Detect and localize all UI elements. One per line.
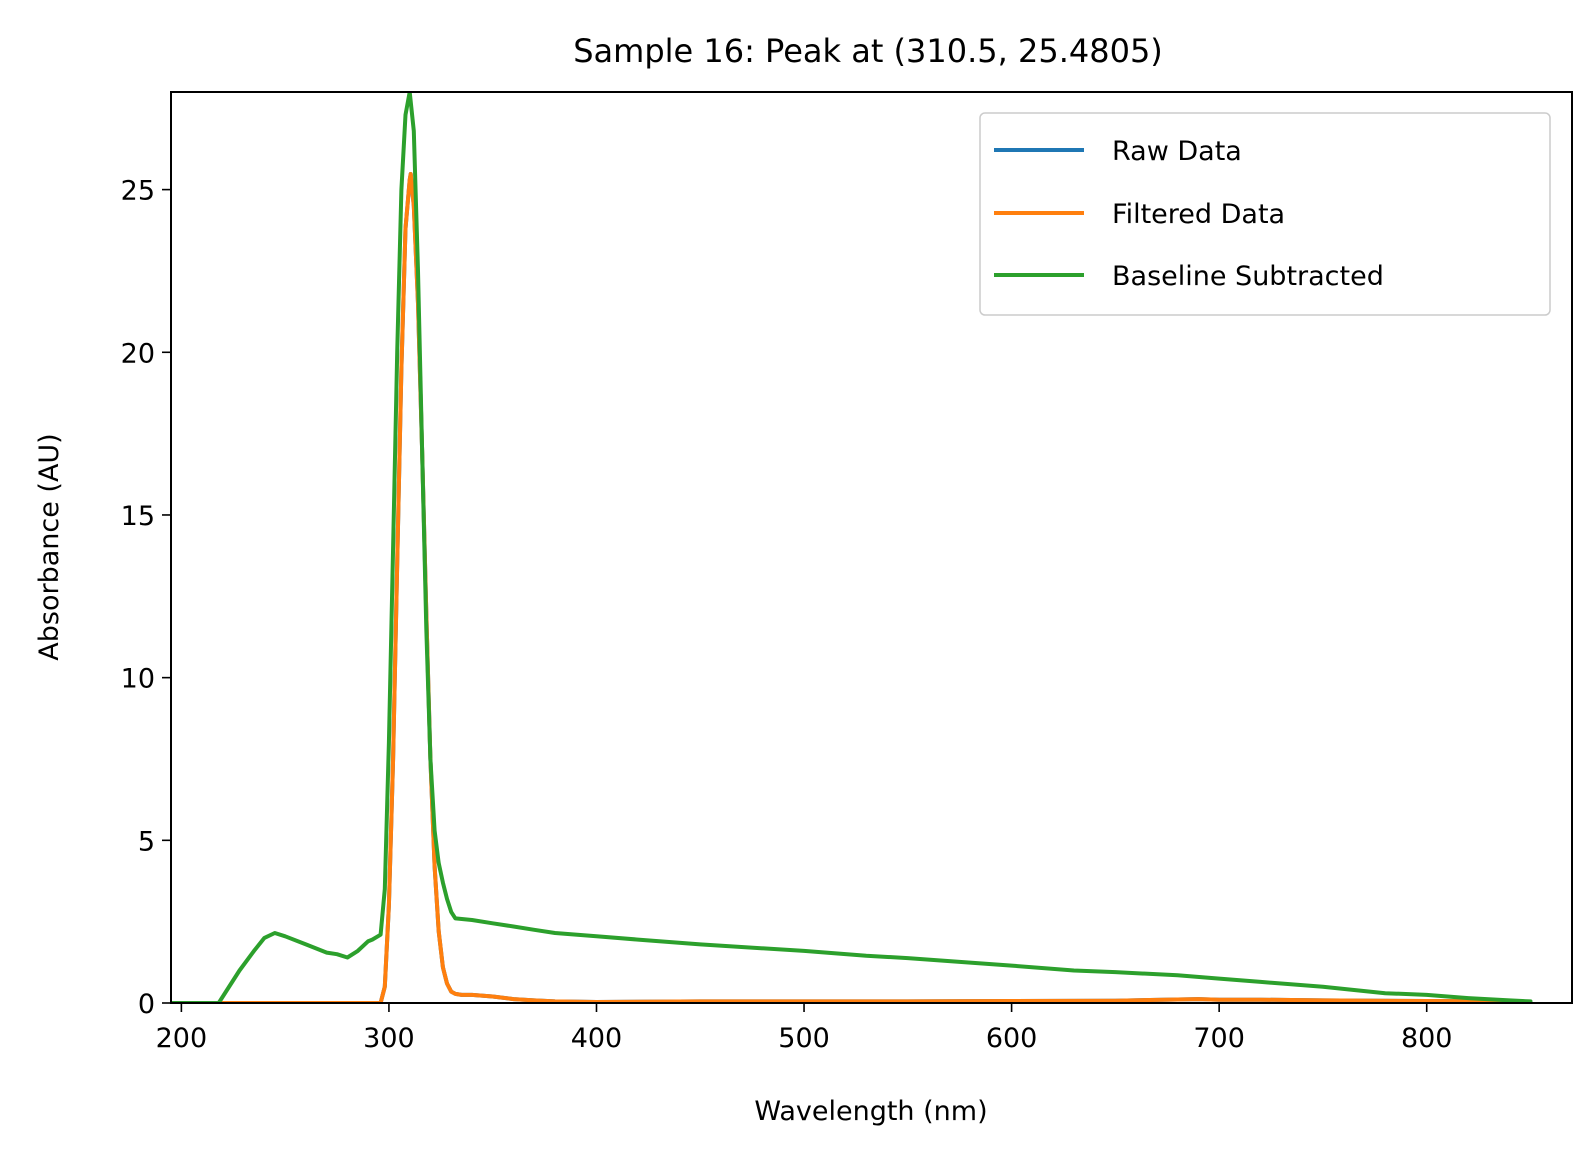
series-line-baseline-subtracted	[171, 92, 1533, 1003]
y-tick-label: 10	[121, 664, 155, 695]
plot-frame	[170, 91, 1573, 1004]
legend: Raw Data Filtered Data Baseline Subtract…	[979, 112, 1551, 316]
x-tick-label: 500	[778, 1023, 830, 1054]
y-axis: 0 5 10 15 20 25	[121, 176, 171, 1020]
legend-label-raw-data: Raw Data	[1112, 136, 1242, 167]
legend-box	[979, 112, 1551, 316]
x-tick-label: 700	[1193, 1023, 1245, 1054]
y-tick-label: 15	[121, 501, 155, 532]
x-tick-label: 200	[156, 1023, 208, 1054]
y-tick-label: 20	[121, 338, 155, 369]
y-tick-label: 25	[121, 176, 155, 207]
y-axis-label: Absorbance (AU)	[34, 433, 65, 660]
x-axis: 200 300 400 500 600 700 800	[156, 1003, 1453, 1054]
y-tick-label: 0	[138, 989, 155, 1020]
series-line-filtered-data	[171, 172, 1533, 1003]
chart-title: Sample 16: Peak at (310.5, 25.4805)	[573, 32, 1163, 70]
x-tick-label: 300	[363, 1023, 415, 1054]
x-axis-label: Wavelength (nm)	[754, 1096, 987, 1127]
x-tick-label: 800	[1401, 1023, 1453, 1054]
x-tick-label: 600	[986, 1023, 1038, 1054]
legend-label-baseline-subtracted: Baseline Subtracted	[1112, 261, 1384, 292]
series-layer	[171, 92, 1533, 1003]
y-tick-label: 5	[138, 826, 155, 857]
legend-label-filtered-data: Filtered Data	[1112, 199, 1285, 230]
x-tick-label: 400	[571, 1023, 623, 1054]
